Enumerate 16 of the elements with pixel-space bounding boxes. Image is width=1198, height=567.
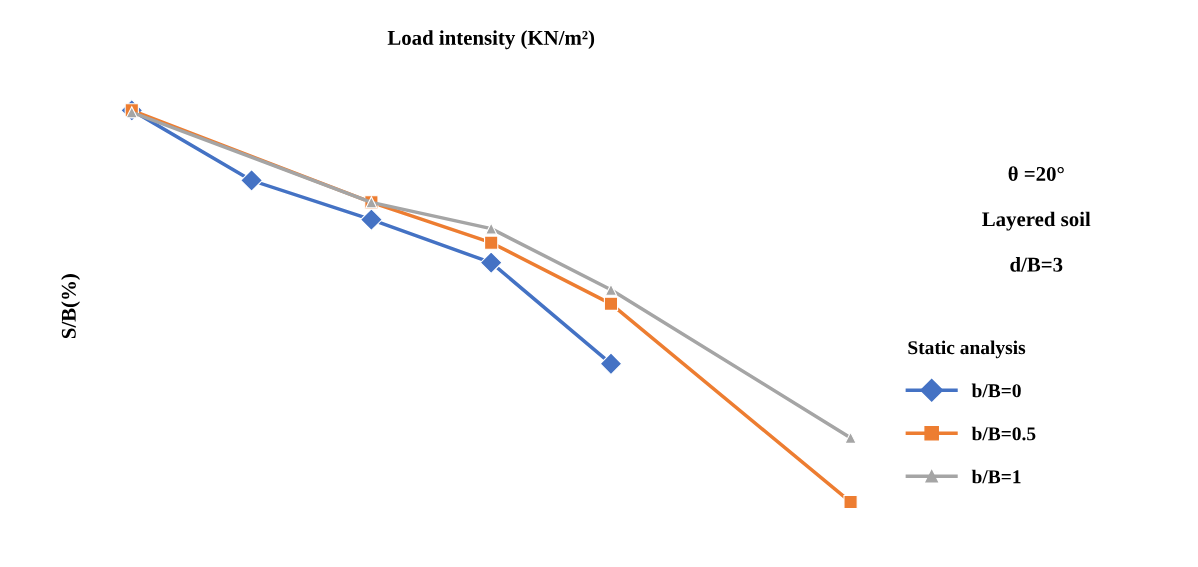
point: [599, 352, 623, 376]
point: [479, 251, 503, 275]
point: [360, 208, 383, 231]
point: [240, 169, 263, 192]
chart-title: Load intensity (KN/m²): [387, 30, 595, 50]
y-axis-title: S/B(%): [61, 274, 81, 339]
legend-label: b/B=0.5: [971, 426, 1036, 441]
text: θ =20°: [1008, 166, 1064, 181]
point: [843, 494, 858, 510]
legend-label: b/B=0: [971, 383, 1021, 398]
legend-title: Static analysis: [908, 340, 1026, 359]
text: Layered soil: [982, 211, 1091, 231]
text: d/B=3: [1010, 257, 1063, 272]
point: [484, 235, 499, 250]
point: [603, 296, 619, 311]
legend-label: b/B=1: [971, 469, 1021, 484]
